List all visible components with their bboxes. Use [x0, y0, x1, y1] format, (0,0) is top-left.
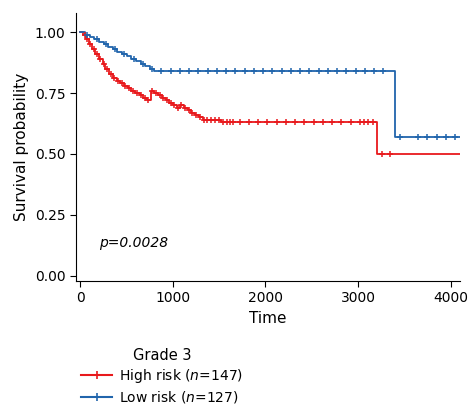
Legend: High risk ($n$=147), Low risk ($n$=127): High risk ($n$=147), Low risk ($n$=127) [76, 342, 248, 411]
Y-axis label: Survival probability: Survival probability [14, 72, 29, 221]
X-axis label: Time: Time [249, 311, 287, 326]
Text: p=0.0028: p=0.0028 [99, 235, 168, 250]
